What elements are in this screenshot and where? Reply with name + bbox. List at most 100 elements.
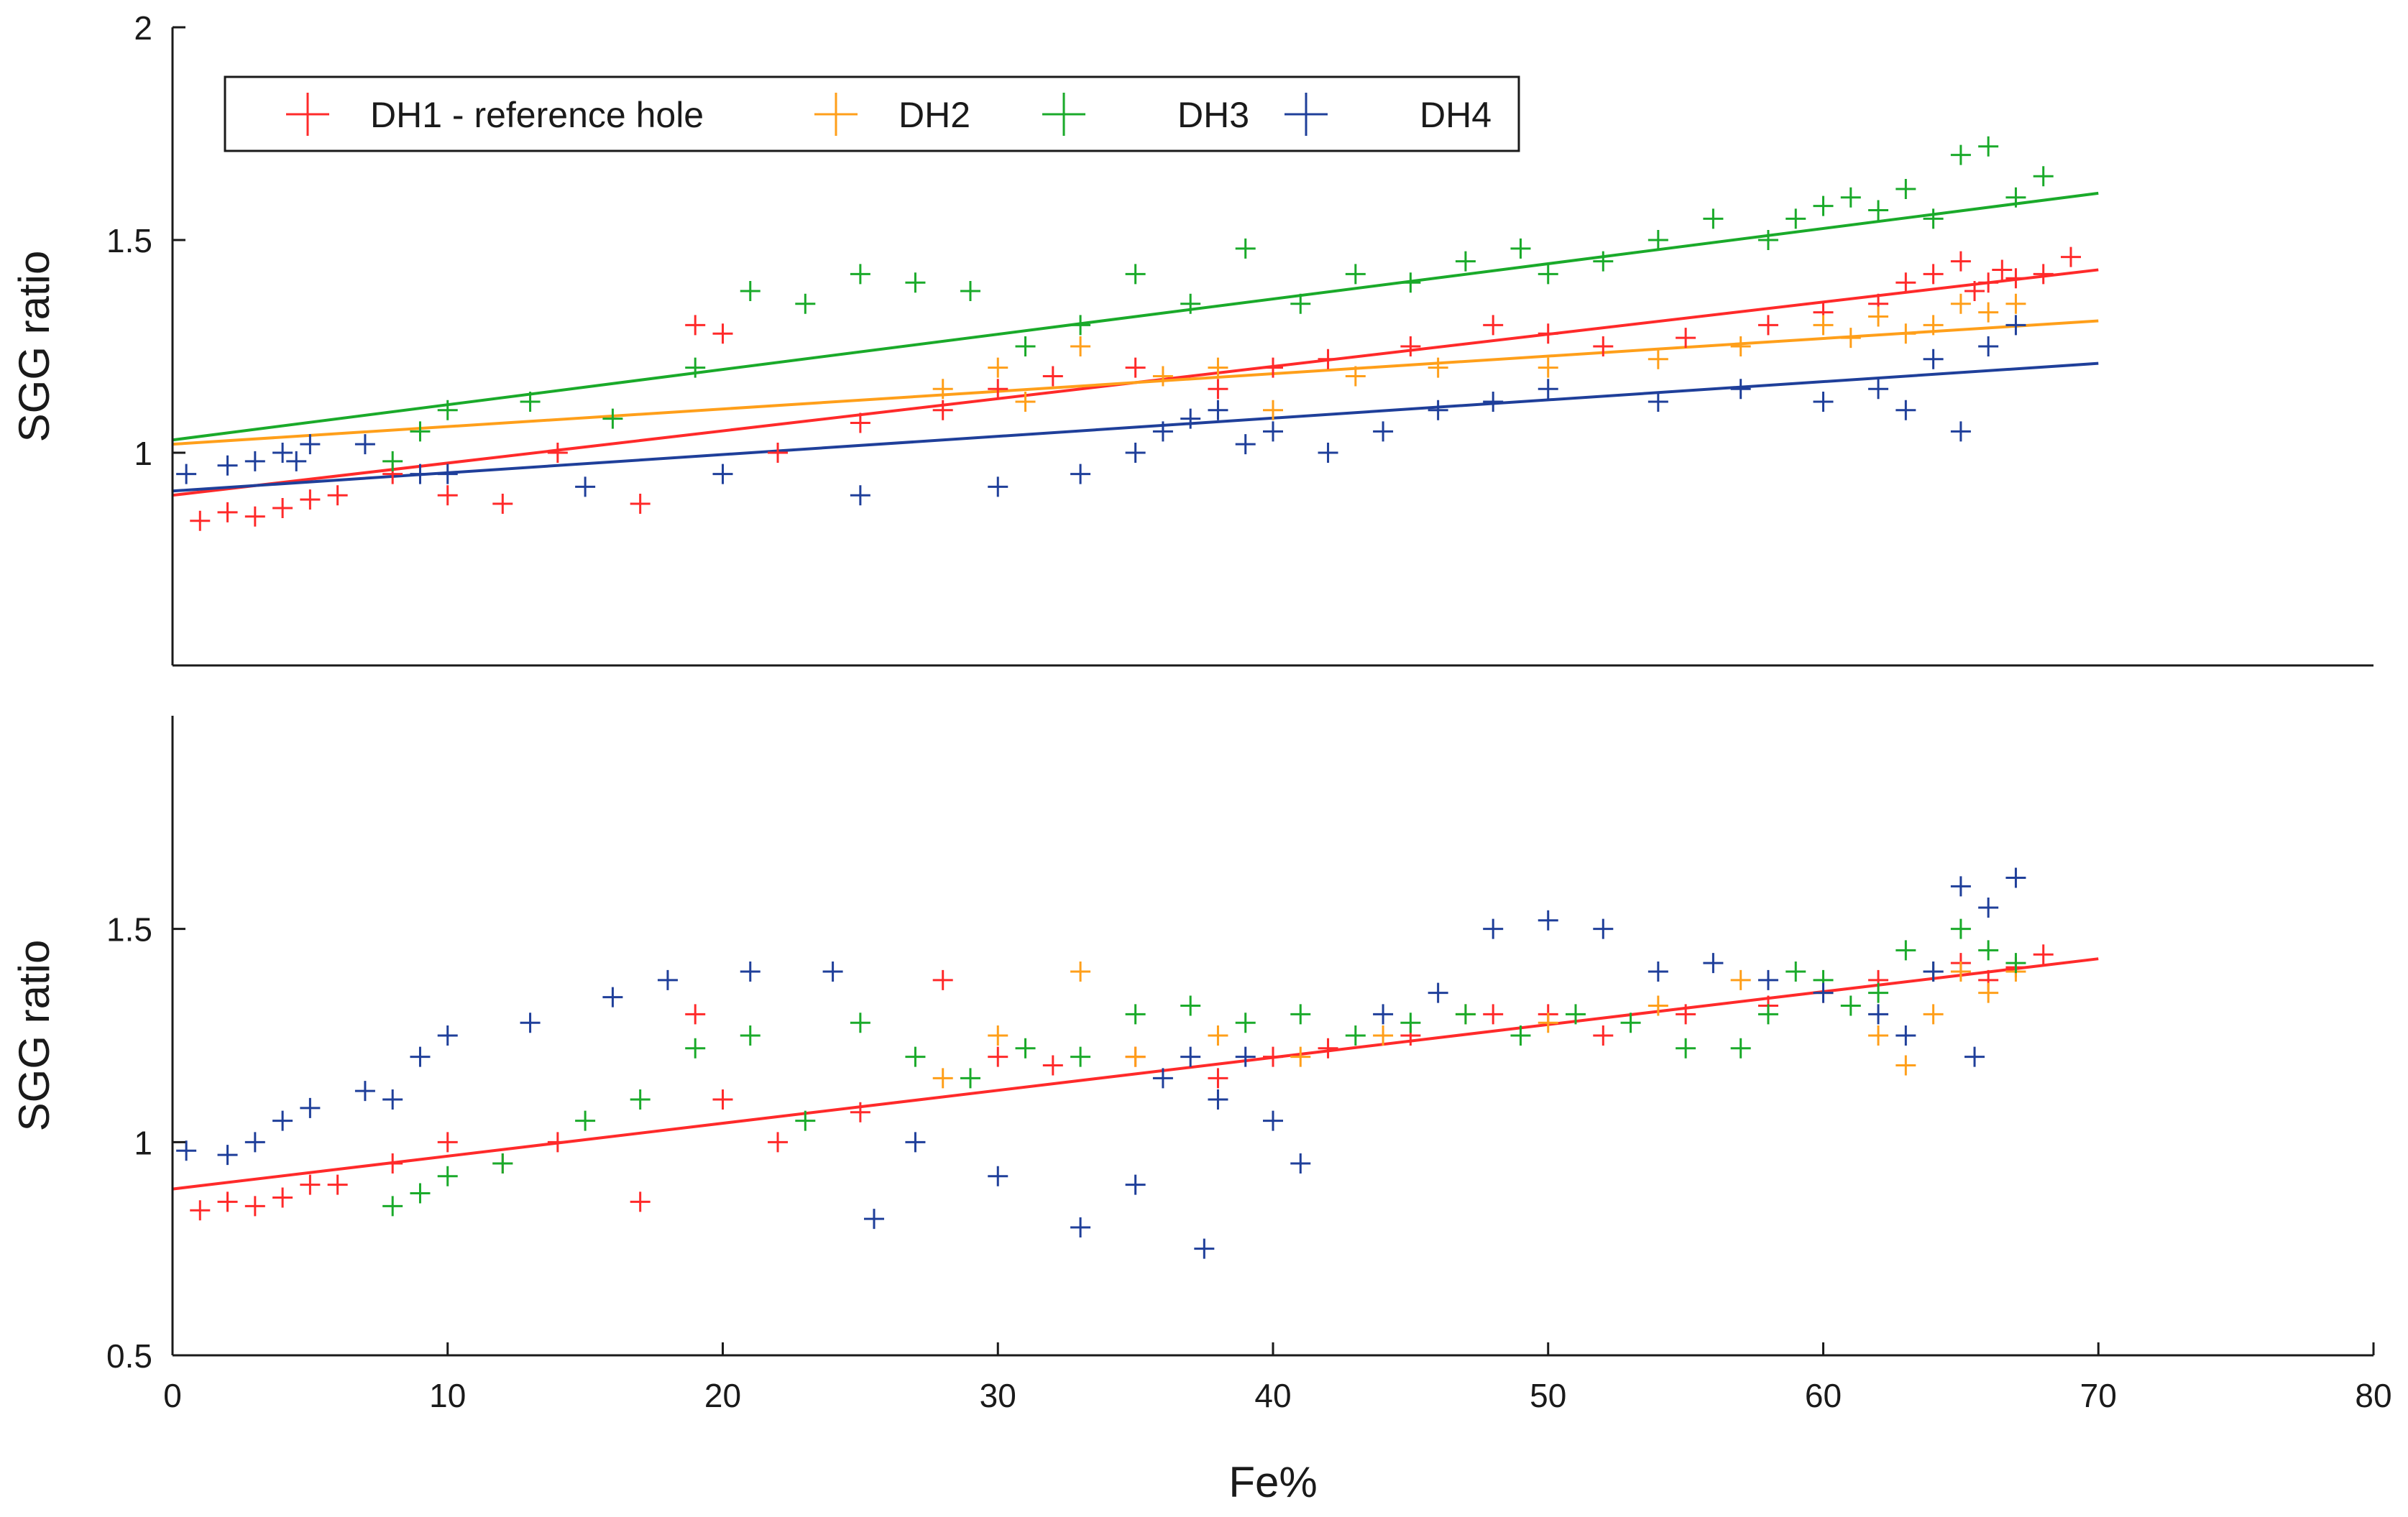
data-point-dh4 <box>1194 1238 1215 1259</box>
data-point-dh3 <box>1015 1038 1036 1059</box>
data-point-dh1 <box>685 315 706 336</box>
data-point-dh4 <box>1483 918 1504 939</box>
data-point-dh3 <box>1400 272 1421 293</box>
data-point-dh2 <box>1208 357 1228 378</box>
data-point-dh1 <box>1964 281 1985 302</box>
data-point-dh4 <box>437 1025 458 1046</box>
data-point-dh1 <box>630 1191 651 1212</box>
data-point-dh2 <box>2005 293 2026 314</box>
x-tick-label: 50 <box>1530 1377 1566 1414</box>
data-point-dh1 <box>630 494 651 515</box>
data-point-dh4 <box>520 1013 541 1033</box>
data-point-dh4 <box>1868 379 1889 400</box>
data-point-dh1 <box>1895 272 1916 293</box>
data-point-dh4 <box>1895 1025 1916 1046</box>
data-point-dh1 <box>1042 366 1063 387</box>
data-point-dh4 <box>988 476 1008 497</box>
data-point-dh3 <box>520 391 541 412</box>
data-point-dh3 <box>1868 200 1889 221</box>
x-tick-label: 30 <box>980 1377 1016 1414</box>
data-point-dh3 <box>1840 187 1861 208</box>
data-point-dh1 <box>1950 251 1971 272</box>
x-axis-title: Fe% <box>1228 1458 1317 1506</box>
data-point-dh1 <box>768 1132 789 1153</box>
data-point-dh4 <box>1263 421 1283 442</box>
data-point-dh3 <box>602 408 623 429</box>
data-point-dh3 <box>410 1183 431 1204</box>
data-point-dh1 <box>272 497 293 518</box>
data-point-dh3 <box>685 357 706 378</box>
data-point-dh3 <box>1950 144 1971 165</box>
data-point-dh4 <box>217 455 238 476</box>
data-point-dh1 <box>1923 264 1944 285</box>
data-point-dh4 <box>1208 1089 1228 1110</box>
data-point-dh1 <box>1042 1055 1063 1076</box>
data-point-dh1 <box>1978 272 1999 293</box>
data-point-dh1 <box>327 485 348 506</box>
data-point-dh4 <box>1483 391 1504 412</box>
data-point-dh2 <box>1730 969 1751 990</box>
data-point-dh4 <box>1290 1153 1311 1174</box>
data-point-dh4 <box>1950 421 1971 442</box>
data-point-dh3 <box>740 281 760 302</box>
data-point-dh1 <box>437 485 458 506</box>
data-point-dh4 <box>382 1089 403 1110</box>
data-point-dh3 <box>1345 264 1366 285</box>
data-point-dh2 <box>1978 302 1999 323</box>
data-point-dh4 <box>1730 379 1751 400</box>
data-point-dh2 <box>1538 1013 1558 1033</box>
bottom-y-tick-label: 0.5 <box>106 1337 152 1375</box>
data-point-dh3 <box>795 1110 816 1131</box>
top-trend-line-dh4 <box>172 361 2099 493</box>
data-point-dh3 <box>1538 264 1558 285</box>
data-point-dh4 <box>2005 315 2026 336</box>
data-point-dh1 <box>1208 1068 1228 1089</box>
data-point-dh3 <box>1015 336 1036 356</box>
data-point-dh3 <box>1923 208 1944 229</box>
bottom-y-tick-label: 1 <box>134 1124 152 1161</box>
legend-item-dh4: DH4 <box>1285 93 1492 136</box>
data-point-dh1 <box>547 443 568 463</box>
data-point-dh4 <box>1978 898 1999 918</box>
data-point-dh1 <box>382 1153 403 1174</box>
data-point-dh1 <box>190 510 211 531</box>
data-point-dh4 <box>1428 982 1448 1003</box>
data-point-dh4 <box>437 464 458 484</box>
data-point-dh3 <box>1786 962 1806 982</box>
data-point-dh3 <box>1895 940 1916 961</box>
data-point-dh3 <box>1125 1004 1146 1025</box>
data-point-dh1 <box>1593 336 1614 356</box>
data-point-dh3 <box>1180 293 1201 314</box>
data-point-dh4 <box>1964 1046 1985 1067</box>
top-series-dh1 <box>190 246 2081 531</box>
data-point-dh1 <box>300 1174 321 1195</box>
data-point-dh2 <box>1648 349 1668 369</box>
data-point-dh2 <box>1813 315 1834 336</box>
data-point-dh3 <box>382 451 403 471</box>
data-point-dh2 <box>932 379 953 400</box>
data-point-dh4 <box>1593 918 1614 939</box>
data-point-dh1 <box>1263 1046 1283 1067</box>
data-point-dh3 <box>1786 208 1806 229</box>
data-point-dh3 <box>1895 178 1916 199</box>
data-point-dh1 <box>988 379 1008 400</box>
bottom-trend-line-dh1 <box>172 957 2099 1191</box>
data-point-dh2 <box>1923 315 1944 336</box>
data-point-dh4 <box>740 962 760 982</box>
data-point-dh3 <box>1950 918 1971 939</box>
data-point-dh2 <box>932 1068 953 1089</box>
data-point-dh2 <box>988 357 1008 378</box>
data-point-dh1 <box>244 506 265 527</box>
data-point-dh3 <box>1235 238 1256 259</box>
data-point-dh3 <box>2005 187 2026 208</box>
data-point-dh1 <box>437 1132 458 1153</box>
data-point-dh1 <box>1992 259 2013 280</box>
data-point-dh1 <box>850 1102 870 1122</box>
data-point-dh3 <box>1070 1046 1091 1067</box>
data-point-dh2 <box>1070 962 1091 982</box>
data-point-dh4 <box>1703 953 1724 974</box>
legend-item-dh1: DH1 - reference hole <box>286 93 704 136</box>
data-point-dh4 <box>176 464 197 484</box>
data-point-dh4 <box>300 1097 321 1118</box>
